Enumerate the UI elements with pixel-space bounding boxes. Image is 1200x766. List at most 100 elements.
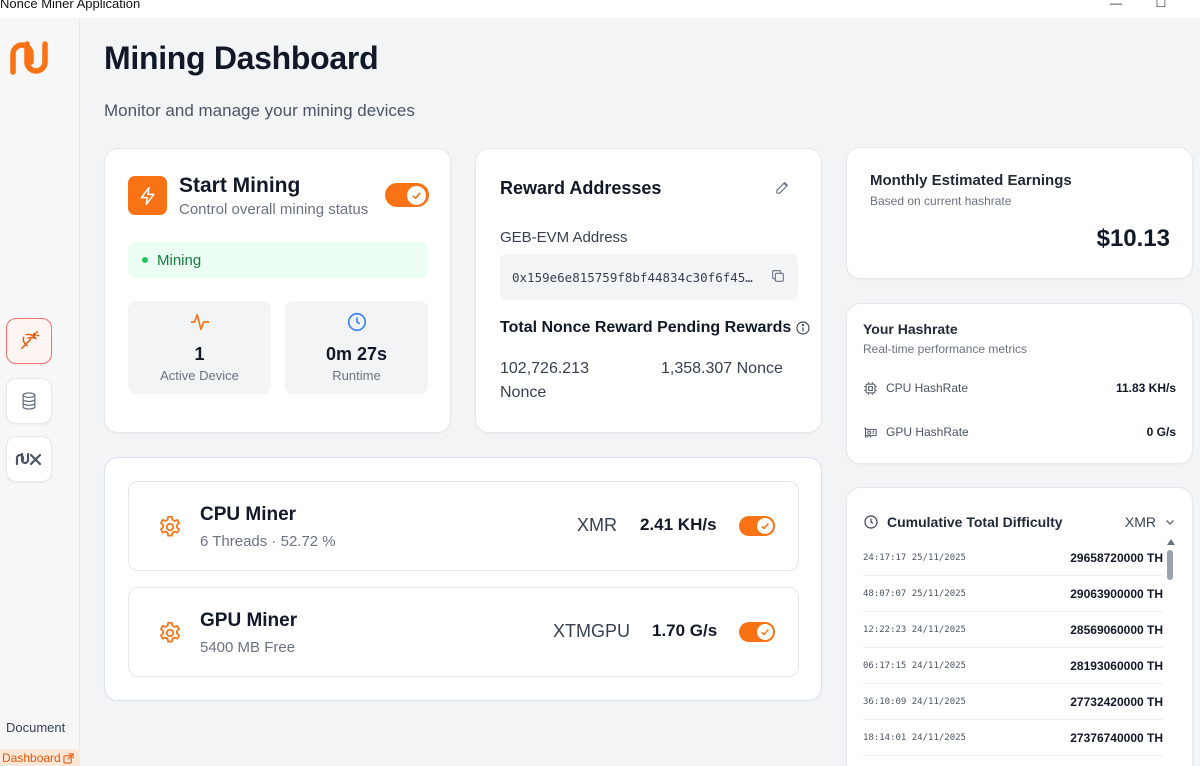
list-item: 12:22:23 24/11/2025 28569060000 TH — [863, 612, 1163, 648]
runtime-value: 0m 27s — [325, 344, 388, 364]
sidebar-document-link[interactable]: Document — [6, 720, 66, 735]
clock-icon — [347, 312, 366, 332]
nav-brand[interactable] — [6, 436, 52, 482]
list-item: 36:10:09 24/11/2025 27732420000 TH — [863, 684, 1163, 720]
cpu-miner-toggle[interactable] — [739, 516, 775, 536]
pending-reward-value: 1,358.307 Nonce — [661, 360, 783, 377]
gpu-miner-rate: 1.70 G/s — [652, 621, 718, 640]
gpu-miner-algo: XTMGPU — [553, 621, 631, 641]
toggle-knob — [757, 518, 773, 534]
lightning-icon — [140, 186, 155, 205]
mining-status-badge: Mining — [128, 242, 428, 278]
minimize-button[interactable]: — — [1110, 0, 1122, 10]
entry-value: 29063900000 TH — [1070, 586, 1163, 601]
start-mining-title: Start Mining — [179, 174, 301, 197]
info-icon[interactable] — [795, 320, 811, 336]
page-subtitle: Monitor and manage your mining devices — [104, 101, 415, 120]
entry-time: 24:17:17 25/11/2025 — [863, 552, 966, 563]
difficulty-title: Cumulative Total Difficulty — [887, 514, 1063, 530]
cpu-chip-icon — [864, 381, 877, 395]
activity-icon — [190, 313, 209, 331]
entry-value: 27732420000 TH — [1070, 694, 1163, 709]
gpu-miner-detail: 5400 MB Free — [200, 639, 296, 656]
hashrate-title: Your Hashrate — [863, 321, 958, 337]
earnings-subtitle: Based on current hashrate — [870, 194, 1012, 208]
gpu-hashrate-label: GPU HashRate — [886, 425, 969, 439]
page-title: Mining Dashboard — [104, 40, 379, 76]
difficulty-header: Cumulative Total Difficulty XMR — [863, 511, 1176, 533]
dashboard-link-label: Dashboard — [2, 751, 61, 765]
entry-time: 06:17:15 24/11/2025 — [863, 660, 966, 671]
miners-card: CPU Miner 6 Threads · 52.72 % XMR 2.41 K… — [104, 457, 822, 701]
entry-value: 28193060000 TH — [1070, 658, 1163, 673]
hashrate-card: Your Hashrate Real-time performance metr… — [846, 303, 1193, 464]
cpu-miner-algo: XMR — [577, 515, 617, 535]
scroll-up-arrow-icon[interactable] — [1167, 538, 1175, 546]
address-value: 0x159e6e815759f8bf44834c30f6f45… — [512, 269, 753, 285]
app-logo — [10, 41, 48, 75]
coin-select[interactable]: XMR — [1125, 514, 1176, 530]
clock-icon — [864, 515, 878, 529]
edit-icon[interactable] — [774, 179, 791, 196]
list-item: 06:17:15 24/11/2025 28193060000 TH — [863, 648, 1163, 684]
entry-value: 29658720000 TH — [1070, 550, 1163, 565]
hashrate-subtitle: Real-time performance metrics — [863, 342, 1028, 356]
chevron-down-icon — [1165, 519, 1175, 526]
gpu-hashrate-value: 0 G/s — [1146, 425, 1176, 439]
gpu-miner-toggle[interactable] — [739, 622, 775, 642]
active-device-value: 1 — [194, 344, 205, 364]
gear-icon — [159, 515, 181, 537]
copy-icon[interactable] — [770, 268, 786, 284]
start-mining-toggle[interactable] — [385, 183, 429, 207]
sidebar: Document Dashboard — [0, 18, 80, 766]
active-device-stat: 1 Active Device — [128, 301, 271, 394]
coin-select-value: XMR — [1124, 514, 1156, 530]
lightning-icon-badge — [128, 176, 167, 215]
address-label: GEB-EVM Address — [500, 229, 628, 246]
difficulty-list: 24:17:17 25/11/2025 29658720000 TH 48:07… — [863, 540, 1163, 756]
gear-icon — [159, 621, 181, 643]
address-field[interactable]: 0x159e6e815759f8bf44834c30f6f45… — [500, 254, 798, 300]
entry-value: 27376740000 TH — [1070, 730, 1163, 745]
status-dot — [142, 257, 148, 263]
scrollbar-thumb[interactable] — [1167, 550, 1173, 580]
cpu-hashrate-value: 11.83 KH/s — [1115, 381, 1176, 395]
earnings-title: Monthly Estimated Earnings — [870, 172, 1072, 189]
list-item: 24:17:17 25/11/2025 29658720000 TH — [863, 540, 1163, 576]
cpu-hashrate-row: CPU HashRate 11.83 KH/s — [863, 378, 1176, 398]
list-item: 48:07:07 25/11/2025 29063900000 TH — [863, 576, 1163, 612]
entry-time: 12:22:23 24/11/2025 — [863, 624, 966, 635]
entry-time: 48:07:07 25/11/2025 — [863, 588, 966, 599]
list-item: 18:14:01 24/11/2025 27376740000 TH — [863, 720, 1163, 756]
database-icon — [22, 392, 36, 410]
entry-value: 28569060000 TH — [1070, 622, 1163, 637]
runtime-label: Runtime — [332, 368, 381, 383]
monthly-earnings-card: Monthly Estimated Earnings Based on curr… — [846, 147, 1193, 279]
cpu-miner-row: CPU Miner 6 Threads · 52.72 % XMR 2.41 K… — [128, 481, 799, 571]
start-mining-card: Start Mining Control overall mining stat… — [104, 148, 451, 433]
check-icon — [412, 191, 421, 199]
nav-mining[interactable] — [6, 318, 52, 364]
reward-addresses-card: Reward Addresses GEB-EVM Address 0x159e6… — [475, 148, 822, 433]
external-link-icon — [63, 752, 74, 764]
toggle-knob — [407, 185, 426, 205]
gpu-miner-row: GPU Miner 5400 MB Free XTMGPU 1.70 G/s — [128, 587, 799, 677]
difficulty-card: Cumulative Total Difficulty XMR 24:17:17… — [846, 487, 1193, 766]
window-titlebar: Nonce Miner Application — ☐ — [0, 0, 1200, 18]
brand-nx-icon — [15, 452, 42, 466]
total-rewards-heading: Total Nonce Reward Pending Rewards — [500, 319, 811, 337]
nav-database[interactable] — [6, 378, 52, 424]
runtime-stat: 0m 27s Runtime — [285, 301, 428, 394]
earnings-value: $10.13 — [1096, 225, 1170, 252]
pickaxe-icon — [20, 331, 40, 350]
mining-status-text: Mining — [157, 251, 202, 269]
window-title: Nonce Miner Application — [0, 0, 141, 11]
toggle-knob — [757, 624, 773, 640]
maximize-button[interactable]: ☐ — [1155, 0, 1167, 10]
check-icon — [761, 523, 769, 530]
sidebar-dashboard-link[interactable]: Dashboard — [0, 749, 80, 766]
gpu-card-icon — [864, 427, 877, 437]
reward-addresses-title: Reward Addresses — [500, 178, 662, 198]
check-icon — [761, 629, 769, 636]
start-mining-subtitle: Control overall mining status — [179, 201, 369, 218]
